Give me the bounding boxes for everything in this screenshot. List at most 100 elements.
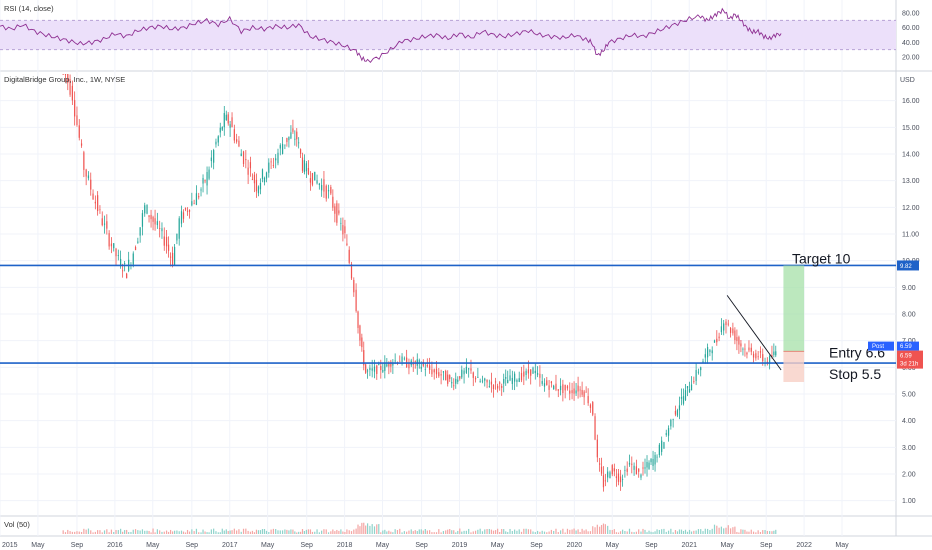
price-tick-label: 9.00 (902, 285, 916, 292)
volume-bar (507, 532, 509, 534)
candle-body (658, 444, 660, 456)
volume-bar (727, 525, 729, 534)
candle-body (494, 381, 497, 383)
volume-bar (656, 529, 658, 534)
candle-body (247, 167, 249, 175)
candle-body (577, 385, 579, 392)
volume-bar (286, 529, 288, 534)
candle-body (213, 150, 215, 163)
candle-body (167, 244, 170, 251)
volume-bar (178, 531, 180, 534)
volume-bar (670, 528, 672, 534)
volume-bar (161, 531, 163, 534)
volume-bar (523, 528, 525, 534)
candle-body (718, 336, 720, 339)
volume-bar (678, 529, 681, 534)
candle-body (182, 212, 185, 219)
volume-bar (771, 531, 773, 534)
candle-body (294, 138, 296, 140)
candle-body (115, 248, 117, 257)
volume-bar (277, 530, 279, 534)
candle-body (418, 360, 420, 362)
candle-body (284, 144, 286, 146)
candle-body (314, 171, 316, 181)
volume-bar (596, 524, 598, 534)
candle-body (479, 380, 481, 382)
volume-bar (695, 530, 697, 534)
volume-bar (468, 528, 470, 534)
candle-body (607, 471, 609, 478)
candle-body (650, 459, 652, 463)
candle-body (509, 375, 511, 381)
volume-bar (80, 532, 83, 534)
candle-body (412, 364, 414, 366)
volume-bar (124, 530, 126, 534)
volume-bar (661, 529, 663, 534)
candle-body (245, 159, 247, 161)
candle-body (592, 402, 594, 415)
time-tick-label: 2017 (222, 542, 238, 549)
volume-bar (253, 532, 256, 534)
volume-bar (365, 525, 367, 534)
candle-body (399, 360, 401, 362)
volume-bar (518, 529, 520, 534)
candle-body (359, 325, 361, 341)
time-tick-label: May (261, 542, 275, 549)
candle-body (633, 465, 635, 470)
candle-body (484, 378, 486, 381)
candle-body (624, 470, 626, 472)
volume-bar (184, 532, 187, 534)
volume-bar (130, 531, 132, 534)
candle-body (615, 476, 618, 479)
volume-bar (729, 528, 732, 534)
candle-body (727, 323, 729, 325)
volume-bar (684, 529, 687, 534)
volume-bar (709, 530, 711, 534)
volume-bar (281, 530, 284, 534)
candle-body (472, 372, 474, 378)
candle-body (652, 458, 654, 467)
volume-bar (198, 532, 200, 534)
candle-body (195, 193, 198, 205)
candle-body (557, 389, 559, 391)
volume-bar (624, 531, 626, 534)
volume-bar (78, 531, 80, 534)
candle-body (773, 351, 775, 355)
candle-body (562, 384, 564, 394)
candle-body (716, 338, 718, 343)
volume-bar (759, 532, 762, 534)
candle-body (238, 140, 240, 147)
candle-body (223, 113, 225, 128)
candle-body (64, 74, 67, 75)
volume-bar (213, 528, 215, 534)
candle-body (150, 214, 152, 220)
volume-bar (307, 529, 310, 534)
candle-body (296, 131, 298, 140)
volume-bar (414, 530, 416, 534)
volume-bar (290, 529, 292, 534)
candle-body (350, 264, 353, 279)
volume-bar (520, 531, 523, 534)
volume-layer (62, 522, 777, 534)
volume-bar (433, 532, 435, 534)
volume-bar (686, 531, 689, 534)
volume-bar (137, 530, 139, 534)
candle-body (435, 368, 438, 375)
volume-bar (564, 532, 566, 534)
volume-bar (401, 532, 403, 534)
volume-bar (700, 529, 702, 534)
candle-body (507, 379, 509, 384)
candle-body (334, 206, 336, 214)
candle-body (217, 136, 219, 143)
candle-body (101, 218, 103, 226)
volume-bar (371, 524, 373, 534)
candle-body (240, 153, 242, 157)
volume-bar (638, 529, 640, 534)
volume-bar (384, 529, 386, 534)
volume-bar (85, 529, 87, 534)
volume-bar (484, 529, 486, 534)
volume-bar (270, 529, 272, 534)
volume-bar (126, 529, 128, 534)
candle-body (744, 348, 746, 350)
candle-body (740, 343, 742, 347)
